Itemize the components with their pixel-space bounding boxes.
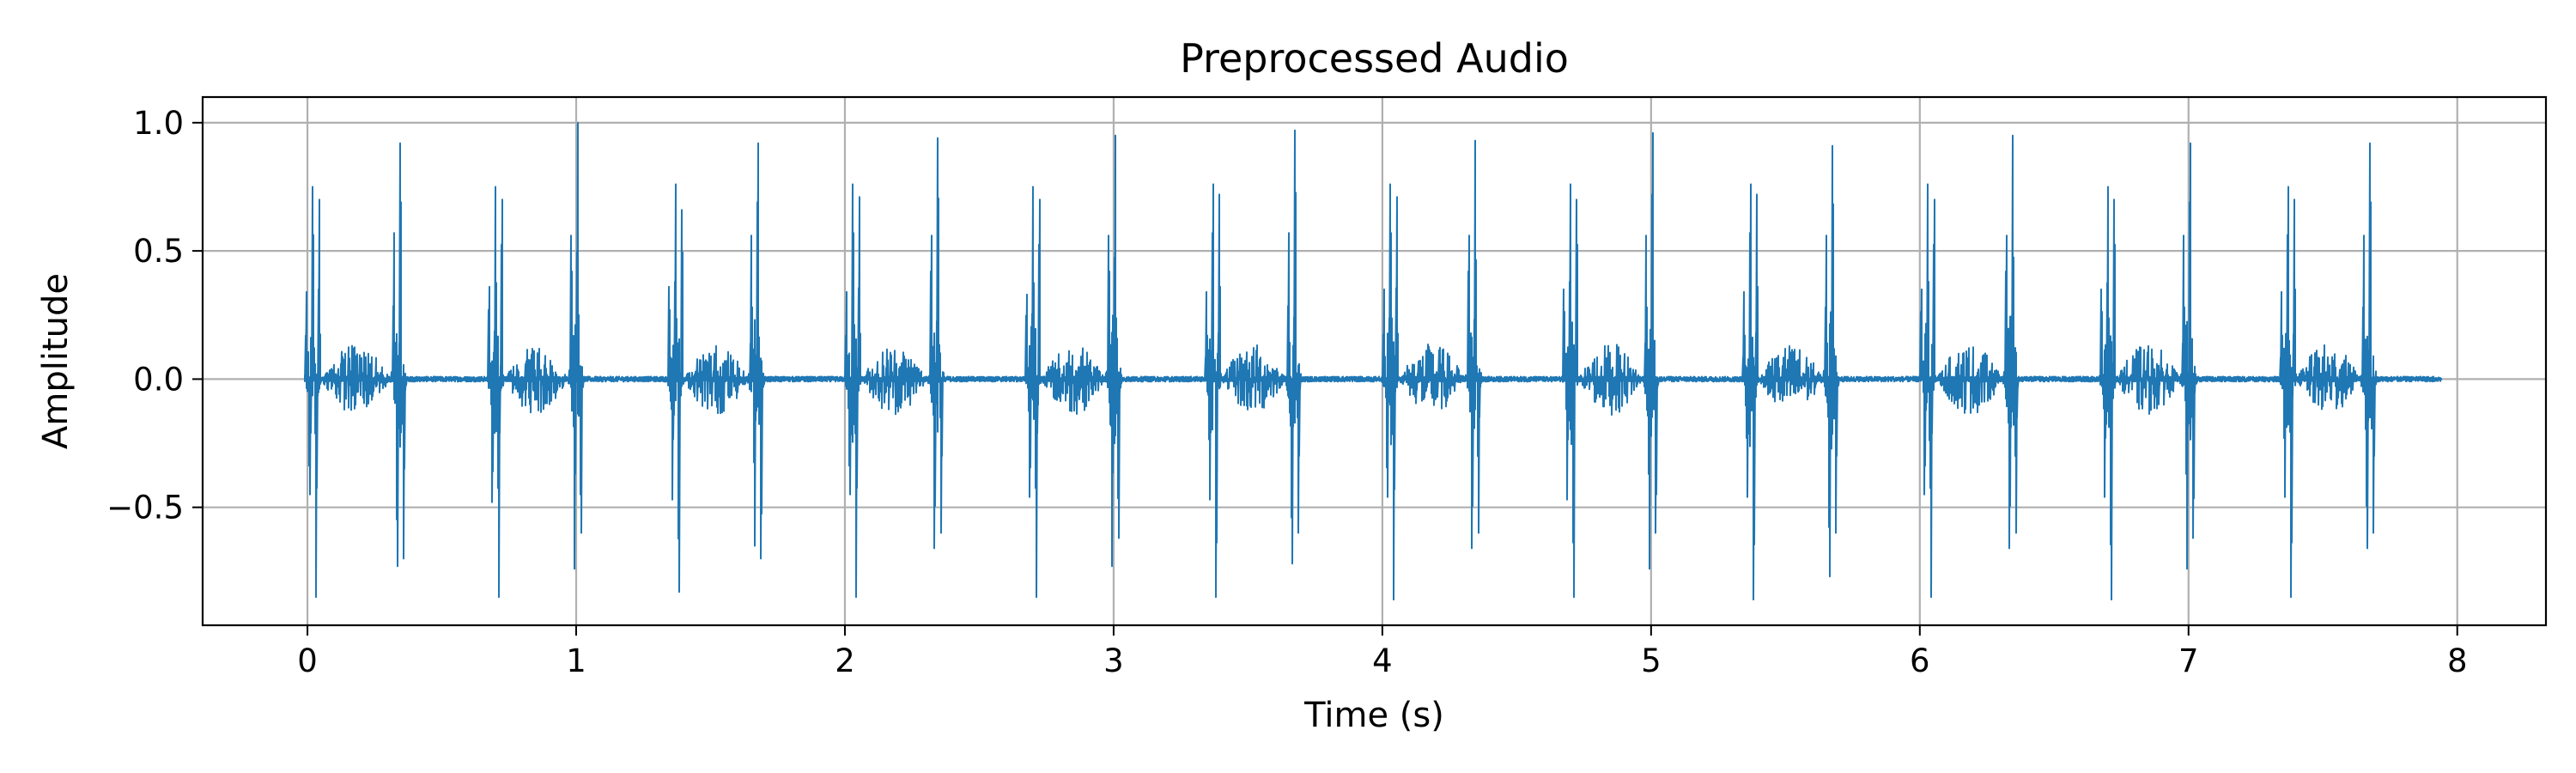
- x-tick-label: 3: [1103, 642, 1124, 679]
- tick-marks: [192, 121, 2458, 636]
- plot-frame: [201, 95, 2548, 627]
- x-axis-label: Time (s): [1303, 696, 1444, 735]
- y-tick-label: 0.0: [133, 361, 184, 398]
- tick-labels: 0 1 2 3 4 5 6 7 8 −0.5 0.0 0.5 1.0: [106, 105, 2467, 679]
- y-axis-label: Amplitude: [36, 273, 76, 449]
- x-tick-label: 0: [297, 642, 318, 679]
- x-tick-label: 4: [1372, 642, 1393, 679]
- x-tick-label: 5: [1641, 642, 1662, 679]
- x-tick-label: 6: [1910, 642, 1930, 679]
- y-tick-label: −0.5: [106, 490, 184, 526]
- x-tick-label: 7: [2178, 642, 2199, 679]
- y-tick-label: 0.5: [133, 233, 184, 270]
- chart-title: Preprocessed Audio: [1180, 35, 1569, 82]
- series-layer: [304, 121, 2442, 601]
- x-tick-label: 2: [835, 642, 855, 679]
- x-tick-label: 1: [566, 642, 586, 679]
- y-tick-label: 1.0: [133, 105, 184, 142]
- x-tick-label: 8: [2447, 642, 2468, 679]
- waveform-line: [304, 121, 2442, 601]
